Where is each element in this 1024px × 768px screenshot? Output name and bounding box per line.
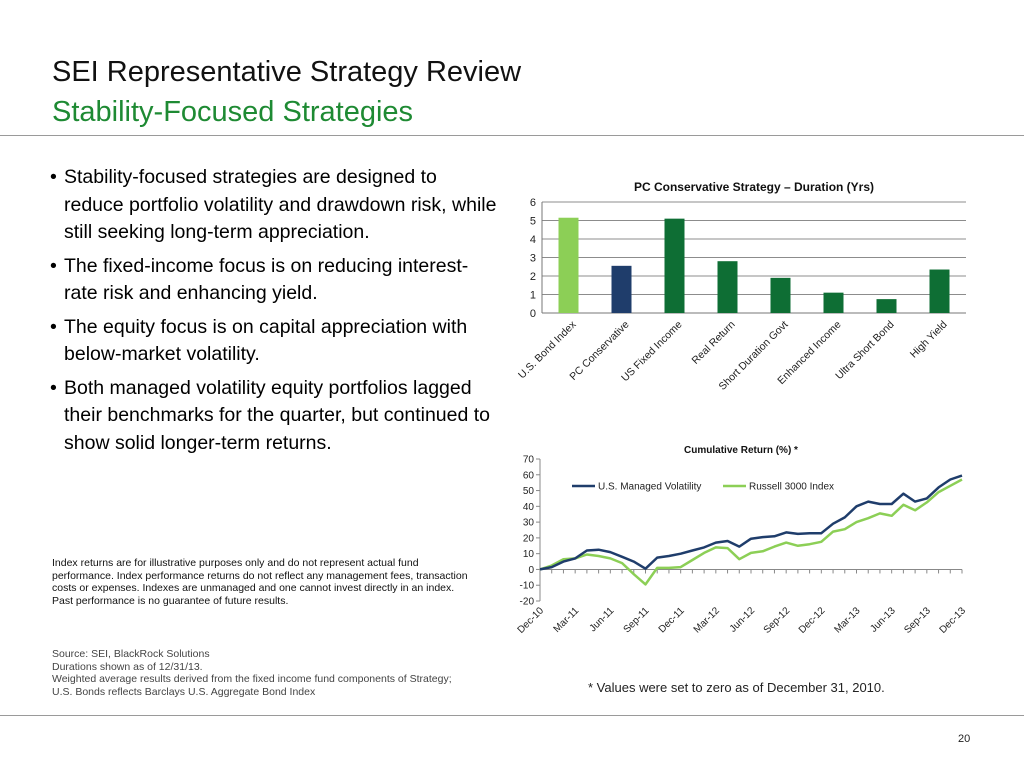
y-tick-label: 50 [523, 486, 535, 497]
legend-label: Russell 3000 Index [749, 482, 834, 493]
y-tick-label: 5 [530, 216, 536, 228]
bar [664, 218, 685, 313]
y-tick-label: 70 [523, 455, 535, 466]
bar [611, 265, 632, 313]
bullet-item: The equity focus is on capital appreciat… [48, 314, 498, 369]
x-tick-label: Dec-12 [797, 605, 828, 636]
page-number: 20 [958, 733, 971, 745]
bar [823, 292, 844, 313]
series-line [539, 474, 963, 571]
y-tick-label: -10 [520, 581, 535, 592]
x-tick-label: Ultra Short Bond [833, 319, 896, 382]
x-tick-label: Dec-11 [657, 605, 687, 635]
page-title: SEI Representative Strategy Review [52, 56, 522, 88]
y-tick-label: 20 [523, 533, 535, 544]
x-tick-label: Jun-13 [868, 605, 898, 635]
source-line: U.S. Bonds reflects Barclays U.S. Aggreg… [52, 685, 316, 698]
x-tick-label: Real Return [690, 319, 738, 367]
x-tick-label: Sep-13 [902, 605, 933, 636]
legend-label: U.S. Managed Volatility [598, 482, 701, 493]
bullet-item: The fixed-income focus is on reducing in… [48, 253, 498, 308]
bullet-item: Stability-focused strategies are designe… [48, 164, 498, 247]
bar [717, 261, 738, 313]
source-notes: Source: SEI, BlackRock Solutions Duratio… [52, 648, 512, 698]
header-divider [0, 135, 1024, 136]
source-line: Weighted average results derived from th… [52, 673, 452, 685]
x-tick-label: Mar-13 [832, 605, 862, 635]
disclaimer-text: Index returns are for illustrative purpo… [52, 557, 468, 607]
cumulative-return-line-chart: Cumulative Return (%) * -20 -10 0 10 20 30 40 50… [516, 445, 969, 636]
y-tick-label: -20 [520, 597, 535, 608]
series-line [539, 478, 963, 586]
y-tick-label: 30 [523, 518, 535, 529]
y-tick-label: 4 [530, 234, 536, 246]
x-tick-label: Mar-11 [552, 605, 582, 635]
chart-title: Cumulative Return (%) * [684, 445, 798, 456]
duration-bar-chart: PC Conservative Strategy – Duration (Yrs… [516, 180, 966, 393]
x-tick-label: Dec-10 [516, 605, 547, 636]
bar [770, 277, 791, 313]
footer-divider [0, 715, 1024, 716]
y-tick-label: 40 [523, 502, 535, 513]
source-line: Source: SEI, BlackRock Solutions [52, 648, 210, 660]
chart-title: PC Conservative Strategy – Duration (Yrs… [634, 180, 874, 194]
y-tick-label: 60 [523, 470, 535, 481]
x-tick-label: Mar-12 [692, 605, 722, 635]
y-tick-label: 3 [530, 253, 536, 265]
bar [558, 217, 579, 313]
y-tick-label: 0 [528, 565, 534, 576]
y-tick-label: 10 [523, 549, 535, 560]
bar [929, 269, 950, 313]
y-tick-label: 0 [530, 308, 536, 320]
source-line: Durations shown as of 12/31/13. [52, 660, 203, 673]
x-tick-label: Dec-13 [938, 605, 969, 636]
x-tick-label: Sep-12 [762, 605, 793, 636]
page-subtitle: Stability-Focused Strategies [52, 96, 414, 128]
y-tick-label: 2 [530, 271, 536, 283]
x-tick-label: High Yield [908, 319, 950, 361]
chart-footnote: * Values were set to zero as of December… [588, 680, 885, 695]
bullet-list: Stability-focused strategies are designe… [48, 164, 498, 463]
y-tick-label: 1 [530, 290, 536, 302]
x-tick-label: Jun-11 [588, 605, 617, 634]
bullet-item: Both managed volatility equity portfolio… [48, 375, 498, 458]
bar [876, 299, 897, 313]
y-tick-label: 6 [530, 197, 536, 209]
x-tick-label: Jun-12 [728, 605, 758, 635]
x-tick-label: Sep-11 [622, 605, 652, 635]
